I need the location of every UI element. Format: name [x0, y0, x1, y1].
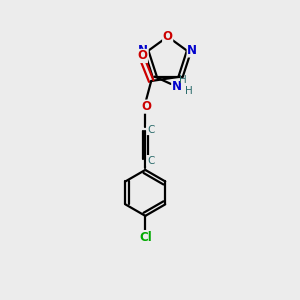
- Text: N: N: [187, 44, 197, 57]
- Text: O: O: [142, 100, 152, 113]
- Text: H: H: [185, 86, 193, 96]
- Text: C: C: [147, 124, 154, 135]
- Text: C: C: [147, 155, 154, 166]
- Text: Cl: Cl: [139, 231, 152, 244]
- Text: N: N: [172, 80, 182, 93]
- Text: N: N: [138, 44, 148, 57]
- Text: O: O: [163, 30, 173, 43]
- Text: H: H: [179, 74, 187, 85]
- Text: O: O: [137, 50, 147, 62]
